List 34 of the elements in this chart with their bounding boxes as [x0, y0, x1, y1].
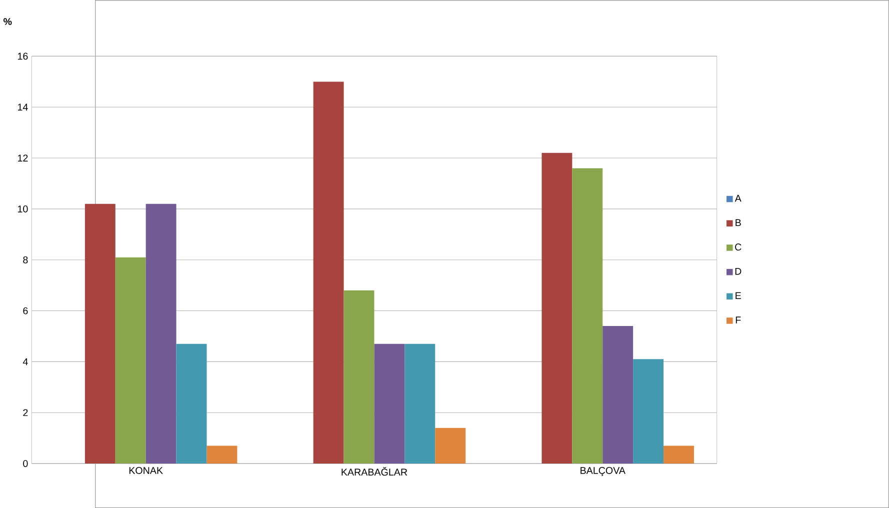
y-tick-label: 4 — [22, 358, 28, 366]
bar — [344, 290, 374, 464]
legend-label: A — [734, 194, 742, 202]
bar — [206, 446, 238, 464]
bar — [633, 359, 664, 464]
y-tick-label: 12 — [18, 154, 28, 162]
x-tick-label: KARABAĞLAR — [342, 466, 408, 476]
bar — [176, 344, 207, 464]
legend-label: D — [735, 268, 742, 275]
legend-label: F — [736, 316, 741, 324]
y-tick-label: 14 — [18, 104, 28, 110]
bar — [542, 152, 572, 464]
y-axis-title: % — [4, 18, 12, 25]
bar — [146, 204, 176, 464]
bar — [115, 257, 146, 464]
bar — [664, 446, 694, 464]
y-tick-label: 6 — [23, 307, 28, 314]
bar — [572, 168, 603, 464]
bar — [84, 204, 116, 464]
y-tick-label: 10 — [18, 205, 28, 212]
bar — [374, 344, 405, 464]
bar — [602, 326, 634, 464]
legend-label: E — [736, 292, 741, 299]
x-tick-label: KONAK — [129, 466, 163, 474]
y-tick-label: 2 — [23, 409, 28, 416]
legend-label: C — [735, 243, 742, 250]
bar — [313, 82, 344, 464]
bar — [435, 428, 466, 464]
bar — [404, 344, 436, 464]
legend-label: B — [736, 219, 741, 226]
y-tick-label: 8 — [23, 256, 28, 264]
y-tick-label: 16 — [18, 52, 28, 60]
y-tick-label: 0 — [23, 460, 28, 467]
x-tick-label: BALÇOVA — [580, 466, 626, 476]
